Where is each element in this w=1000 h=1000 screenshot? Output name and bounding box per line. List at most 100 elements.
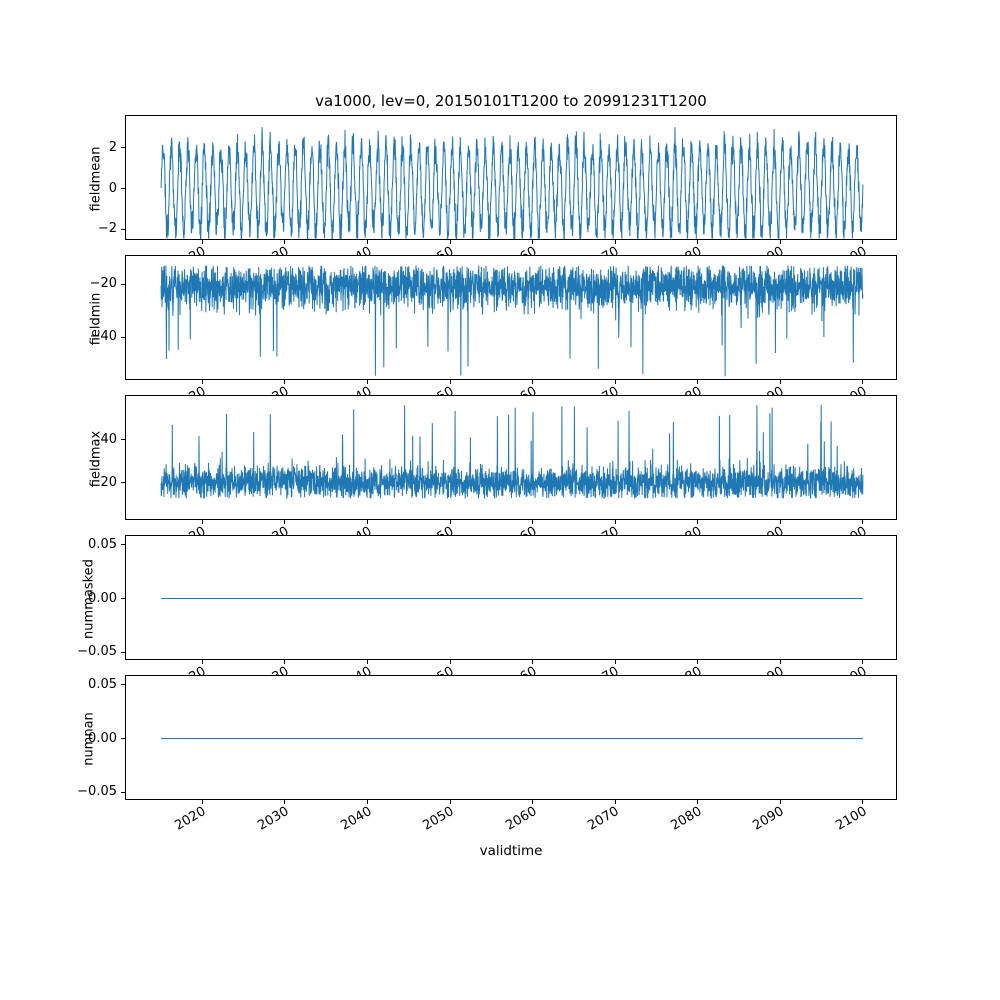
y-tick-label: 0.05 — [88, 536, 117, 552]
x-tick-mark — [201, 240, 203, 244]
y-tick-label: −0.05 — [77, 784, 117, 800]
data-line — [160, 265, 864, 377]
y-tick-label: −0.05 — [77, 644, 117, 660]
y-tick-label: 0.00 — [88, 590, 117, 606]
x-tick-mark — [862, 800, 864, 804]
x-tick-mark — [614, 520, 616, 524]
x-axis-label: validtime — [479, 843, 543, 859]
y-tick-label: 40 — [100, 431, 117, 447]
y-tick-label: −40 — [89, 329, 117, 345]
x-tick-mark — [449, 520, 451, 524]
y-tick-label: 20 — [100, 474, 117, 490]
y-tick-label: 0.00 — [88, 730, 117, 746]
x-tick-mark — [367, 380, 368, 384]
y-tick-mark — [121, 684, 125, 686]
x-tick-label: 2090 — [750, 804, 787, 834]
x-tick-mark — [449, 240, 451, 244]
y-tick-mark — [121, 336, 125, 338]
x-tick-label: 2030 — [255, 804, 292, 834]
axes-nummasked: 0.05 0.00 −0.05 nummasked — [77, 535, 897, 664]
y-axis-label-numnan: numnan — [81, 711, 97, 766]
x-tick-label: 2020 — [172, 804, 209, 834]
y-tick-mark — [121, 228, 125, 230]
chart-title: va1000, lev=0, 20150101T1200 to 20991231… — [315, 92, 707, 110]
y-tick-label: −20 — [89, 276, 117, 292]
series-line-fieldmax — [160, 404, 864, 499]
x-tick-mark — [697, 800, 699, 804]
y-axis-label-fieldmin: fieldmin — [88, 292, 104, 345]
x-tick-mark — [532, 800, 534, 804]
y-tick-mark — [121, 738, 125, 739]
x-tick-label: 2070 — [585, 804, 622, 834]
axes-fieldmean: 2 0 −2 fieldmean — [89, 115, 897, 244]
y-tick-label: −2 — [97, 221, 117, 237]
x-tick-mark — [284, 660, 286, 664]
x-tick-mark — [779, 380, 781, 384]
x-tick-label: 2040 — [337, 804, 374, 834]
x-tick-mark — [449, 800, 451, 804]
x-tick-mark — [367, 240, 368, 244]
x-tick-mark — [697, 380, 699, 384]
series-line-nummasked — [161, 598, 863, 599]
y-axis-label-nummasked: nummasked — [81, 558, 97, 639]
y-tick-mark — [121, 439, 125, 441]
y-tick-mark — [121, 283, 125, 285]
x-tick-mark — [779, 660, 781, 664]
y-tick-mark — [121, 188, 125, 190]
axes-fieldmin: −20 −40 fieldmin — [89, 255, 897, 384]
x-tick-mark — [697, 660, 699, 664]
x-tick-mark — [367, 520, 368, 524]
data-line — [160, 404, 864, 499]
axes-fieldmax: 20 40 fieldmax — [89, 395, 897, 524]
x-tick-mark — [779, 240, 781, 244]
x-tick-mark — [284, 800, 286, 804]
x-tick-mark — [862, 240, 864, 244]
y-tick-mark — [121, 482, 125, 484]
y-tick-label: 0 — [108, 180, 117, 196]
x-tick-mark — [862, 380, 864, 384]
y-tick-mark — [121, 791, 125, 793]
x-tick-mark — [367, 660, 368, 664]
y-tick-mark — [121, 651, 125, 653]
x-tick-mark — [201, 800, 203, 804]
axes-numnan: 0.05 0.00 −0.05 numnan — [77, 675, 897, 804]
x-tick-mark — [201, 520, 203, 524]
x-tick-mark — [779, 800, 781, 804]
x-tick-mark — [779, 520, 781, 524]
y-tick-label: 2 — [108, 139, 117, 155]
x-tick-mark — [367, 800, 368, 804]
x-tick-mark — [201, 660, 203, 664]
series-line-fieldmean — [160, 127, 864, 240]
series-line-fieldmin — [160, 265, 864, 377]
x-tick-label: 2060 — [502, 804, 540, 834]
y-tick-mark — [121, 147, 125, 149]
x-tick-label: 2100 — [833, 804, 870, 834]
x-tick-label: 2080 — [668, 804, 705, 834]
x-tick-mark — [697, 520, 699, 524]
x-tick-mark — [532, 380, 534, 384]
x-tick-mark — [449, 380, 451, 384]
series-line-numnan — [161, 738, 863, 739]
x-tick-mark — [614, 800, 616, 804]
x-tick-mark — [532, 240, 534, 244]
x-tick-mark — [449, 660, 451, 664]
x-tick-mark — [201, 380, 203, 384]
x-tick-mark — [532, 520, 534, 524]
x-tick-mark — [862, 520, 864, 524]
x-tick-mark — [614, 380, 616, 384]
x-tick-mark — [862, 660, 864, 664]
y-tick-mark — [121, 544, 125, 546]
y-axis-label-fieldmean: fieldmean — [88, 146, 104, 211]
x-tick-mark — [697, 240, 699, 244]
x-tick-mark — [614, 240, 616, 244]
x-tick-mark — [614, 660, 616, 664]
y-tick-mark — [121, 598, 125, 599]
y-tick-label: 0.05 — [88, 676, 117, 692]
x-tick-mark — [284, 520, 286, 524]
data-line — [160, 127, 864, 240]
x-tick-mark — [532, 660, 534, 664]
y-axis-label-fieldmax: fieldmax — [88, 430, 104, 487]
x-tick-mark — [284, 240, 286, 244]
x-tick-mark — [284, 380, 286, 384]
